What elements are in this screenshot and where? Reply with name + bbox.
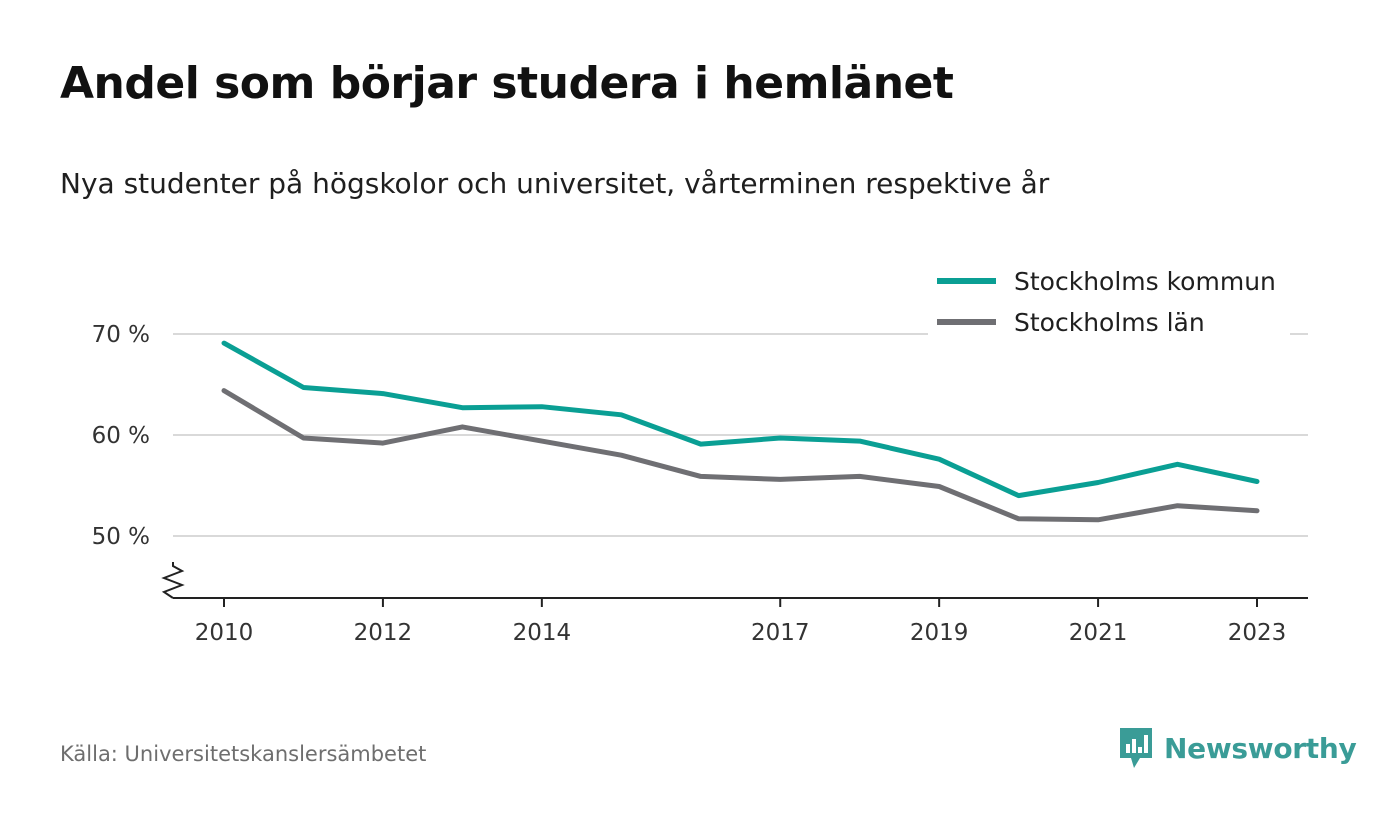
series-line-1 [221, 340, 1260, 499]
y-axis-break-icon [161, 562, 185, 599]
x-tick-label-2012: 2012 [354, 620, 413, 646]
x-tick-label-2023: 2023 [1228, 620, 1287, 646]
x-tick-label-2014: 2014 [513, 620, 572, 646]
y-tick-label-60: 60 % [92, 423, 150, 449]
chart-subtitle: Nya studenter på högskolor och universit… [60, 167, 1050, 200]
x-tick-label-2019: 2019 [910, 620, 969, 646]
x-tick-label-2021: 2021 [1069, 620, 1128, 646]
newsworthy-logo-icon [1120, 728, 1152, 768]
source-note: Källa: Universitetskanslersämbetet [60, 742, 427, 766]
series-lines [221, 340, 1260, 523]
legend-label-1: Stockholms kommun [1014, 267, 1276, 296]
y-tick-label-50: 50 % [92, 524, 150, 550]
legend-label-2: Stockholms län [1014, 308, 1205, 337]
gridlines [173, 333, 1308, 537]
chart-title: Andel som börjar studera i hemlänet [60, 58, 954, 109]
x-tick-label-2017: 2017 [751, 620, 810, 646]
x-tick-label-2010: 2010 [195, 620, 254, 646]
legend: Stockholms kommun Stockholms län [928, 258, 1290, 340]
brand-logo: Newsworthy [1118, 726, 1357, 770]
axes: 50 % 60 % 70 % 2010 2012 2014 2017 2019 2021 2023 [92, 322, 1308, 646]
y-tick-label-70: 70 % [92, 322, 150, 348]
brand-name: Newsworthy [1164, 731, 1357, 765]
line-chart: 50 % 60 % 70 % 2010 2012 2014 2017 2019 2021 2023… [91, 258, 1308, 646]
series-line-2 [221, 388, 1260, 523]
legend-background [928, 258, 1290, 340]
